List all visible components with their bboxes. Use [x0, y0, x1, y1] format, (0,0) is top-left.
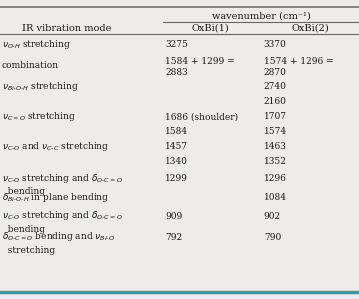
- Text: wavenumber (cm⁻¹): wavenumber (cm⁻¹): [212, 11, 311, 20]
- Text: 1457: 1457: [165, 142, 188, 151]
- Text: $\delta_{O\text{-}C{=}O}$ bending and $\nu_{Bi\text{-}O}$
  stretching: $\delta_{O\text{-}C{=}O}$ bending and $\…: [2, 230, 115, 255]
- Text: 1707: 1707: [264, 112, 287, 121]
- Text: $\nu_{Bi\text{-}O\text{-}H}$ stretching: $\nu_{Bi\text{-}O\text{-}H}$ stretching: [2, 80, 79, 93]
- Text: 1296: 1296: [264, 174, 287, 183]
- Text: OxBi(1): OxBi(1): [191, 24, 229, 33]
- Text: 1084: 1084: [264, 193, 287, 202]
- Text: 1574: 1574: [264, 127, 287, 136]
- Text: 1574 + 1296 =
2870: 1574 + 1296 = 2870: [264, 57, 334, 77]
- Text: 2160: 2160: [264, 97, 287, 106]
- Text: 2740: 2740: [264, 82, 287, 91]
- Text: 909: 909: [165, 212, 182, 221]
- Text: OxBi(2): OxBi(2): [292, 24, 330, 33]
- Text: 792: 792: [165, 233, 182, 242]
- Text: $\nu_{C\text{-}O}$ stretching and $\delta_{O\text{-}C{=}O}$
  bending: $\nu_{C\text{-}O}$ stretching and $\delt…: [2, 172, 123, 196]
- Text: 1686 (shoulder): 1686 (shoulder): [165, 112, 238, 121]
- Text: 1463: 1463: [264, 142, 287, 151]
- Text: combination: combination: [2, 61, 59, 71]
- Text: 1584 + 1299 =
2883: 1584 + 1299 = 2883: [165, 57, 235, 77]
- Text: 1299: 1299: [165, 174, 188, 183]
- Text: 1340: 1340: [165, 157, 188, 166]
- Text: $\nu_{C\text{-}O}$ stretching and $\delta_{O\text{-}C{=}O}$
  bending: $\nu_{C\text{-}O}$ stretching and $\delt…: [2, 209, 123, 234]
- Text: 1584: 1584: [165, 127, 188, 136]
- Text: $\delta_{Bi\text{-}O\text{-}H}$ in plane bending: $\delta_{Bi\text{-}O\text{-}H}$ in plane…: [2, 191, 109, 204]
- Text: $\nu_{C\text{-}O}$ and $\nu_{C\text{-}C}$ stretching: $\nu_{C\text{-}O}$ and $\nu_{C\text{-}C}…: [2, 140, 109, 153]
- Text: 3370: 3370: [264, 40, 286, 50]
- Text: 1352: 1352: [264, 157, 287, 166]
- Text: 3275: 3275: [165, 40, 188, 50]
- Text: $\nu_{O\text{-}H}$ stretching: $\nu_{O\text{-}H}$ stretching: [2, 39, 70, 51]
- Text: 790: 790: [264, 233, 281, 242]
- Text: $\nu_{C{=}O}$ stretching: $\nu_{C{=}O}$ stretching: [2, 110, 75, 123]
- Text: 902: 902: [264, 212, 281, 221]
- Text: IR vibration mode: IR vibration mode: [22, 24, 111, 33]
